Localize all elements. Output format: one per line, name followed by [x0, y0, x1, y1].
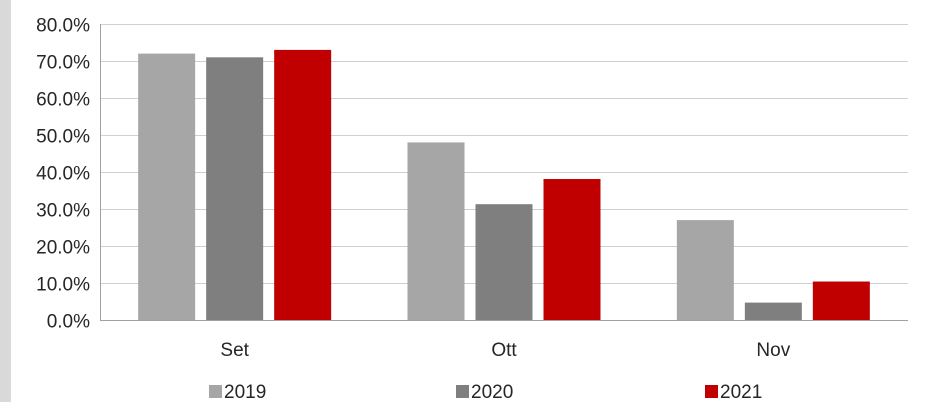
bar-2019-Nov	[676, 220, 734, 320]
y-tick-label: 40.0%	[36, 164, 90, 185]
y-tick-label: 0.0%	[47, 312, 90, 333]
x-tick-label: Ott	[491, 340, 517, 361]
bar-2019-Set	[138, 53, 196, 320]
legend-label-2019: 2019	[224, 382, 266, 402]
legend-swatch-2019	[209, 385, 222, 398]
x-axis: Set Ott Nov	[100, 320, 908, 361]
bar-2021-Set	[274, 49, 332, 321]
legend-swatch-2021	[705, 385, 718, 398]
y-tick-label: 70.0%	[36, 53, 90, 74]
y-tick-label: 30.0%	[36, 201, 90, 222]
left-edge-strip	[0, 0, 11, 402]
bars	[138, 49, 870, 321]
legend: 2019 2020 2021	[209, 382, 762, 402]
bar-2019-Ott	[407, 142, 465, 320]
bar-2020-Nov	[744, 302, 802, 320]
legend-label-2021: 2021	[720, 382, 762, 402]
y-tick-label: 50.0%	[36, 127, 90, 148]
y-tick-label: 10.0%	[36, 275, 90, 296]
y-tick-label: 80.0%	[36, 16, 90, 37]
x-tick-label: Nov	[756, 340, 790, 361]
y-tick-label: 60.0%	[36, 90, 90, 111]
y-axis: 0.0% 10.0% 20.0% 30.0% 40.0% 50.0% 60.0% 70.0% 8…	[36, 16, 101, 333]
bar-2021-Ott	[543, 179, 601, 320]
bar-2020-Set	[206, 57, 264, 321]
x-tick-label: Set	[220, 340, 249, 361]
bar-2020-Ott	[475, 204, 533, 320]
bar-2021-Nov	[812, 281, 870, 320]
y-tick-label: 20.0%	[36, 238, 90, 259]
legend-swatch-2020	[456, 385, 469, 398]
legend-label-2020: 2020	[471, 382, 513, 402]
